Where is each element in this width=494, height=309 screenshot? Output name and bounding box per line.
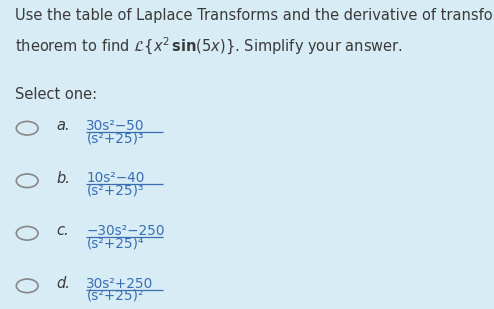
- Text: c.: c.: [57, 223, 70, 238]
- Text: Use the table of Laplace Transforms and the derivative of transform: Use the table of Laplace Transforms and …: [15, 8, 494, 23]
- Text: (s²+25)³: (s²+25)³: [86, 131, 144, 145]
- Text: 30s²−50: 30s²−50: [86, 119, 145, 133]
- Text: (s²+25)³: (s²+25)³: [86, 184, 144, 198]
- Text: d.: d.: [57, 276, 71, 291]
- Text: (s²+25)⁴: (s²+25)⁴: [86, 236, 144, 250]
- Text: (s²+25)²: (s²+25)²: [86, 289, 144, 303]
- Text: a.: a.: [57, 118, 71, 133]
- Text: 10s²−40: 10s²−40: [86, 171, 145, 185]
- Text: 30s²+250: 30s²+250: [86, 277, 154, 290]
- Text: theorem to find $\mathcal{L}\left\{x^2\,\mathrm{\mathbf{sin}}(5x)\right\}$. Simp: theorem to find $\mathcal{L}\left\{x^2\,…: [15, 36, 403, 57]
- Text: Select one:: Select one:: [15, 87, 97, 102]
- Text: −30s²−250: −30s²−250: [86, 224, 165, 238]
- Text: b.: b.: [57, 171, 71, 186]
